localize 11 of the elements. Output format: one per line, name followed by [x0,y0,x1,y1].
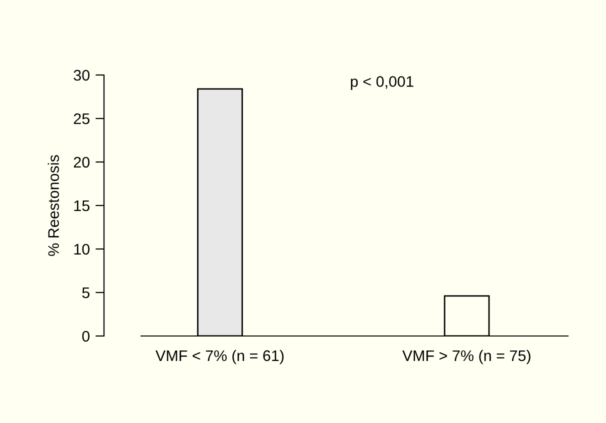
y-axis-title: % Reestonosis [48,155,59,256]
y-tick-label: 15 [74,200,90,212]
x-tick-label: VMF > 7% (n = 75) [402,350,530,364]
y-tick-label: 5 [82,288,90,298]
annotation: p < 0,001 [350,76,414,90]
x-tick-label: VMF < 7% (n = 61) [156,350,284,364]
y-tick-label: 10 [74,244,90,255]
y-tick-label: 0 [82,330,90,342]
y-tick-label: 30 [74,70,90,81]
y-tick-label: 20 [74,156,90,168]
y-tick-label: 25 [74,113,90,124]
